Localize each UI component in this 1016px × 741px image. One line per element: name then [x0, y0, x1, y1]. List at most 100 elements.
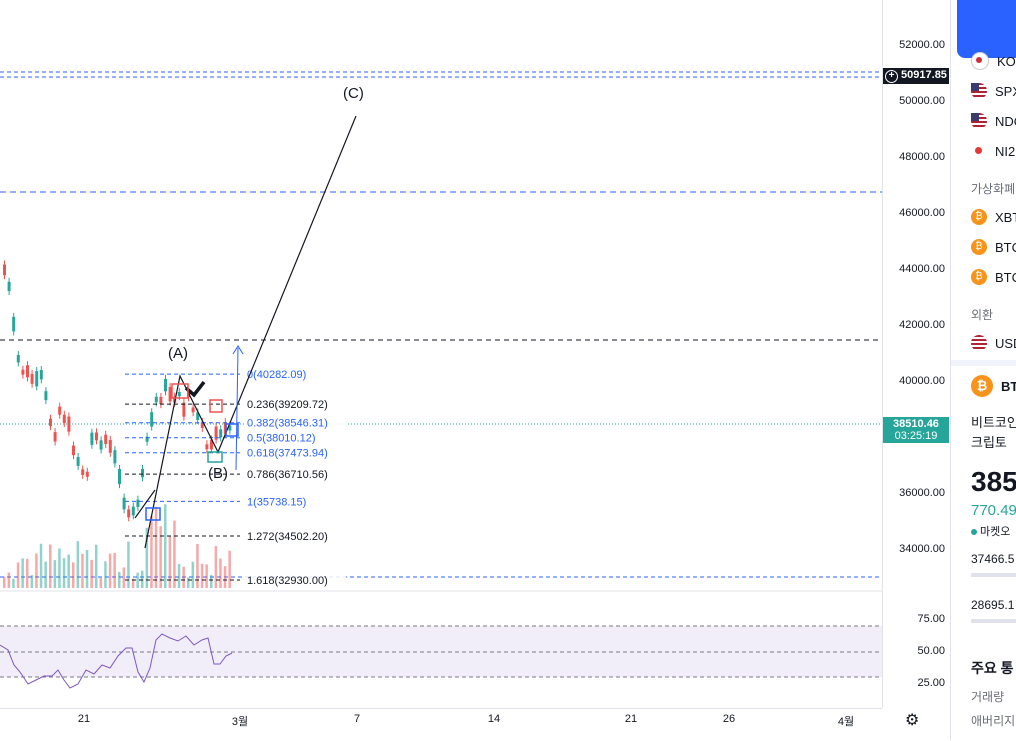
- marker-box: [207, 451, 223, 463]
- price-tick: 42000.00: [899, 319, 945, 331]
- volume-bar: [30, 575, 34, 588]
- rsi-tick: 50.00: [917, 645, 945, 657]
- flag-us-icon: [971, 113, 987, 129]
- fib-label-bg: [244, 494, 321, 508]
- volume-bar: [16, 562, 20, 588]
- candle-body: [219, 429, 223, 438]
- range-bar: [971, 619, 1016, 623]
- price-tick: 48000.00: [899, 151, 945, 163]
- volume-bar: [210, 574, 213, 588]
- bitcoin-icon: ₿: [971, 209, 987, 225]
- projection-arrow: [235, 347, 239, 471]
- volume-bar: [62, 558, 66, 588]
- watchlist-item[interactable]: ₿ BTC: [971, 236, 1016, 258]
- watchlist-item[interactable]: NDQ: [971, 110, 1016, 132]
- candle-body: [108, 439, 112, 453]
- volume-bar: [187, 577, 190, 588]
- volume-bar: [39, 543, 43, 588]
- candle-body: [127, 509, 131, 518]
- volume-bar: [67, 554, 70, 588]
- add-alert-icon[interactable]: +: [885, 70, 899, 83]
- marker-box: [145, 507, 161, 521]
- wave-label-b: (B): [208, 465, 228, 482]
- watchlist-item[interactable]: ₿ XBT: [971, 206, 1016, 228]
- volume-bar: [21, 558, 24, 588]
- bitcoin-krw-icon: ₿: [971, 239, 987, 255]
- fib-level-label: 0.786(36710.56): [247, 469, 328, 481]
- fib-label-bg: [244, 572, 346, 586]
- fib-level-label: 1.272(34502.20): [247, 531, 328, 543]
- fib-label-bg: [244, 430, 334, 444]
- wave-label-c: (C): [343, 85, 364, 102]
- price-tick: 50000.00: [899, 95, 945, 107]
- volume-bar: [49, 544, 52, 588]
- price-chart-svg[interactable]: 0(40282.09) 0.236(39209.72) 0.382(38546.31…: [0, 0, 882, 708]
- watchlist-item[interactable]: KO: [971, 50, 1016, 72]
- volume-bar: [12, 578, 15, 588]
- volume-bar: [168, 536, 172, 588]
- candle-body: [122, 497, 126, 510]
- fib-label-bg: [244, 528, 346, 542]
- volume-bar: [99, 577, 103, 588]
- candle-body: [85, 471, 89, 477]
- price-tick: 46000.00: [899, 207, 945, 219]
- fib-level-label: 0.618(37473.94): [247, 448, 328, 460]
- volume-bar: [76, 541, 80, 588]
- flag-us-kr-icon: [971, 335, 987, 351]
- watchlist-item[interactable]: USD: [971, 332, 1016, 354]
- candle-body: [131, 506, 135, 516]
- top-action-button[interactable]: [957, 0, 1016, 58]
- candle-body: [90, 432, 94, 445]
- time-tick: 7: [353, 713, 361, 725]
- volume-bar: [26, 558, 29, 588]
- marker-box: [209, 399, 223, 413]
- time-tick: 21: [624, 713, 638, 725]
- market-status: 마켓오: [971, 523, 1010, 539]
- candle-body: [118, 468, 121, 485]
- candle-body: [145, 436, 149, 442]
- price-tick: 40000.00: [899, 375, 945, 387]
- details-name: 비트코인: [971, 415, 1016, 430]
- status-dot-icon: [971, 529, 977, 535]
- price-tick: 36000.00: [899, 487, 945, 499]
- volume-bar: [214, 545, 218, 588]
- wave-label-a: (A): [168, 345, 188, 362]
- candle-body: [26, 365, 29, 378]
- fib-level-label: 0.236(39209.72): [247, 399, 328, 411]
- time-axis[interactable]: 21 3월 7 14 21 26 4월: [0, 708, 882, 741]
- volume-bar: [3, 576, 6, 588]
- volume-bar: [223, 566, 227, 588]
- bitcoin-icon: ₿: [971, 375, 993, 397]
- projection-arrow-head: [232, 345, 244, 355]
- time-tick: 4월: [837, 716, 855, 728]
- volume-bar: [173, 520, 176, 588]
- volume-bar: [44, 561, 47, 588]
- volume-bar: [95, 544, 98, 588]
- volume-bar: [104, 561, 107, 588]
- watchlist-item[interactable]: NI2: [971, 140, 1015, 162]
- volume-bar: [7, 572, 11, 588]
- volume-bar: [35, 553, 38, 588]
- volume-bar: [58, 548, 61, 588]
- watchlist-item[interactable]: ₿ BTC: [971, 266, 1016, 288]
- chart-pane[interactable]: 0(40282.09) 0.236(39209.72) 0.382(38546.31…: [0, 0, 882, 740]
- watchlist-item[interactable]: SPX: [971, 80, 1016, 102]
- volume-bar: [85, 549, 89, 588]
- volume-bar: [196, 543, 199, 588]
- bitcoin-usdt-icon: ₿: [971, 269, 987, 285]
- rsi-tick: 25.00: [917, 677, 945, 689]
- details-low: 28695.1: [971, 598, 1015, 612]
- candle-body: [104, 434, 108, 444]
- gear-icon[interactable]: ⚙: [905, 712, 920, 729]
- candle-body: [168, 387, 172, 402]
- details-high: 37466.5: [971, 552, 1015, 566]
- flag-kr-icon: [971, 52, 989, 70]
- volume-bar: [90, 559, 93, 588]
- volume-bar: [228, 550, 231, 588]
- alert-price-tag[interactable]: +50917.85: [883, 68, 949, 84]
- rsi-tick: 75.00: [917, 613, 945, 625]
- price-scale[interactable]: 52000.00 50000.00 48000.00 46000.00 4400…: [882, 0, 951, 708]
- candle-body: [16, 355, 20, 363]
- details-price: 385: [971, 466, 1016, 497]
- volume-bar: [118, 571, 121, 588]
